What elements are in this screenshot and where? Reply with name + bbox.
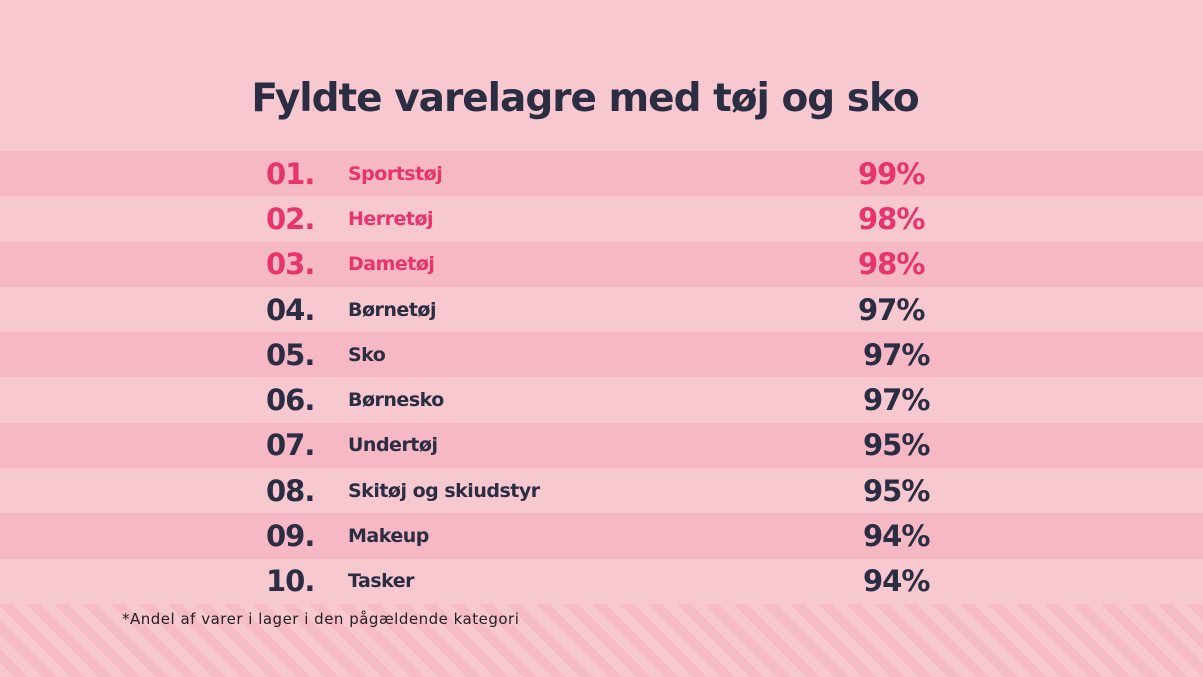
rank-number: 04. (266, 292, 315, 327)
category-label: Børnesko (348, 389, 444, 412)
value-label: 99% (858, 156, 925, 191)
chart-panel: Fyldte varelagre med tøj og sko 01. Sport… (0, 76, 1203, 604)
category-label: Undertøj (348, 434, 438, 457)
value-label: 95% (863, 428, 930, 463)
table-row: 10. Tasker 94% (0, 559, 1203, 604)
table-row: 08. Skitøj og skiudstyr 95% (0, 468, 1203, 513)
table-row: 06. Børnesko 97% (0, 377, 1203, 422)
category-label: Tasker (348, 570, 415, 593)
chart-title: Fyldte varelagre med tøj og sko (251, 76, 919, 121)
table-row: 07. Undertøj 95% (0, 422, 1203, 469)
table-row: 04. Børnetøj 97% (0, 287, 1203, 332)
table-row: 09. Makeup 94% (0, 513, 1203, 559)
value-label: 94% (863, 519, 930, 554)
value-label: 97% (863, 337, 930, 372)
value-label: 94% (863, 564, 930, 599)
rank-number: 09. (266, 519, 315, 554)
rank-number: 03. (266, 247, 315, 282)
rank-number: 06. (266, 383, 315, 418)
category-label: Dametøj (348, 253, 435, 276)
rank-number: 05. (266, 337, 315, 372)
category-label: Sportstøj (348, 162, 443, 185)
category-label: Herretøj (348, 207, 434, 230)
rank-number: 08. (266, 473, 315, 508)
rank-number: 01. (266, 156, 315, 191)
table-row: 03. Dametøj 98% (0, 241, 1203, 287)
value-label: 97% (858, 292, 925, 327)
category-label: Makeup (348, 525, 429, 548)
table-row: 05. Sko 97% (0, 332, 1203, 378)
rank-number: 10. (266, 564, 315, 599)
table-row: 01. Sportstøj 99% (0, 151, 1203, 197)
category-label: Skitøj og skiudstyr (348, 479, 540, 502)
rank-number: 07. (266, 428, 315, 463)
ranking-table: 01. Sportstøj 99% 02. Herretøj 98% 03. Dametøj 9… (0, 151, 1203, 604)
value-label: 95% (863, 473, 930, 508)
value-label: 98% (858, 247, 925, 282)
table-row: 02. Herretøj 98% (0, 196, 1203, 241)
footnote: *Andel af varer i lager i den pågældende… (122, 610, 520, 628)
category-label: Børnetøj (348, 298, 436, 321)
category-label: Sko (348, 343, 386, 366)
value-label: 98% (858, 201, 925, 236)
value-label: 97% (863, 383, 930, 418)
rank-number: 02. (266, 201, 315, 236)
